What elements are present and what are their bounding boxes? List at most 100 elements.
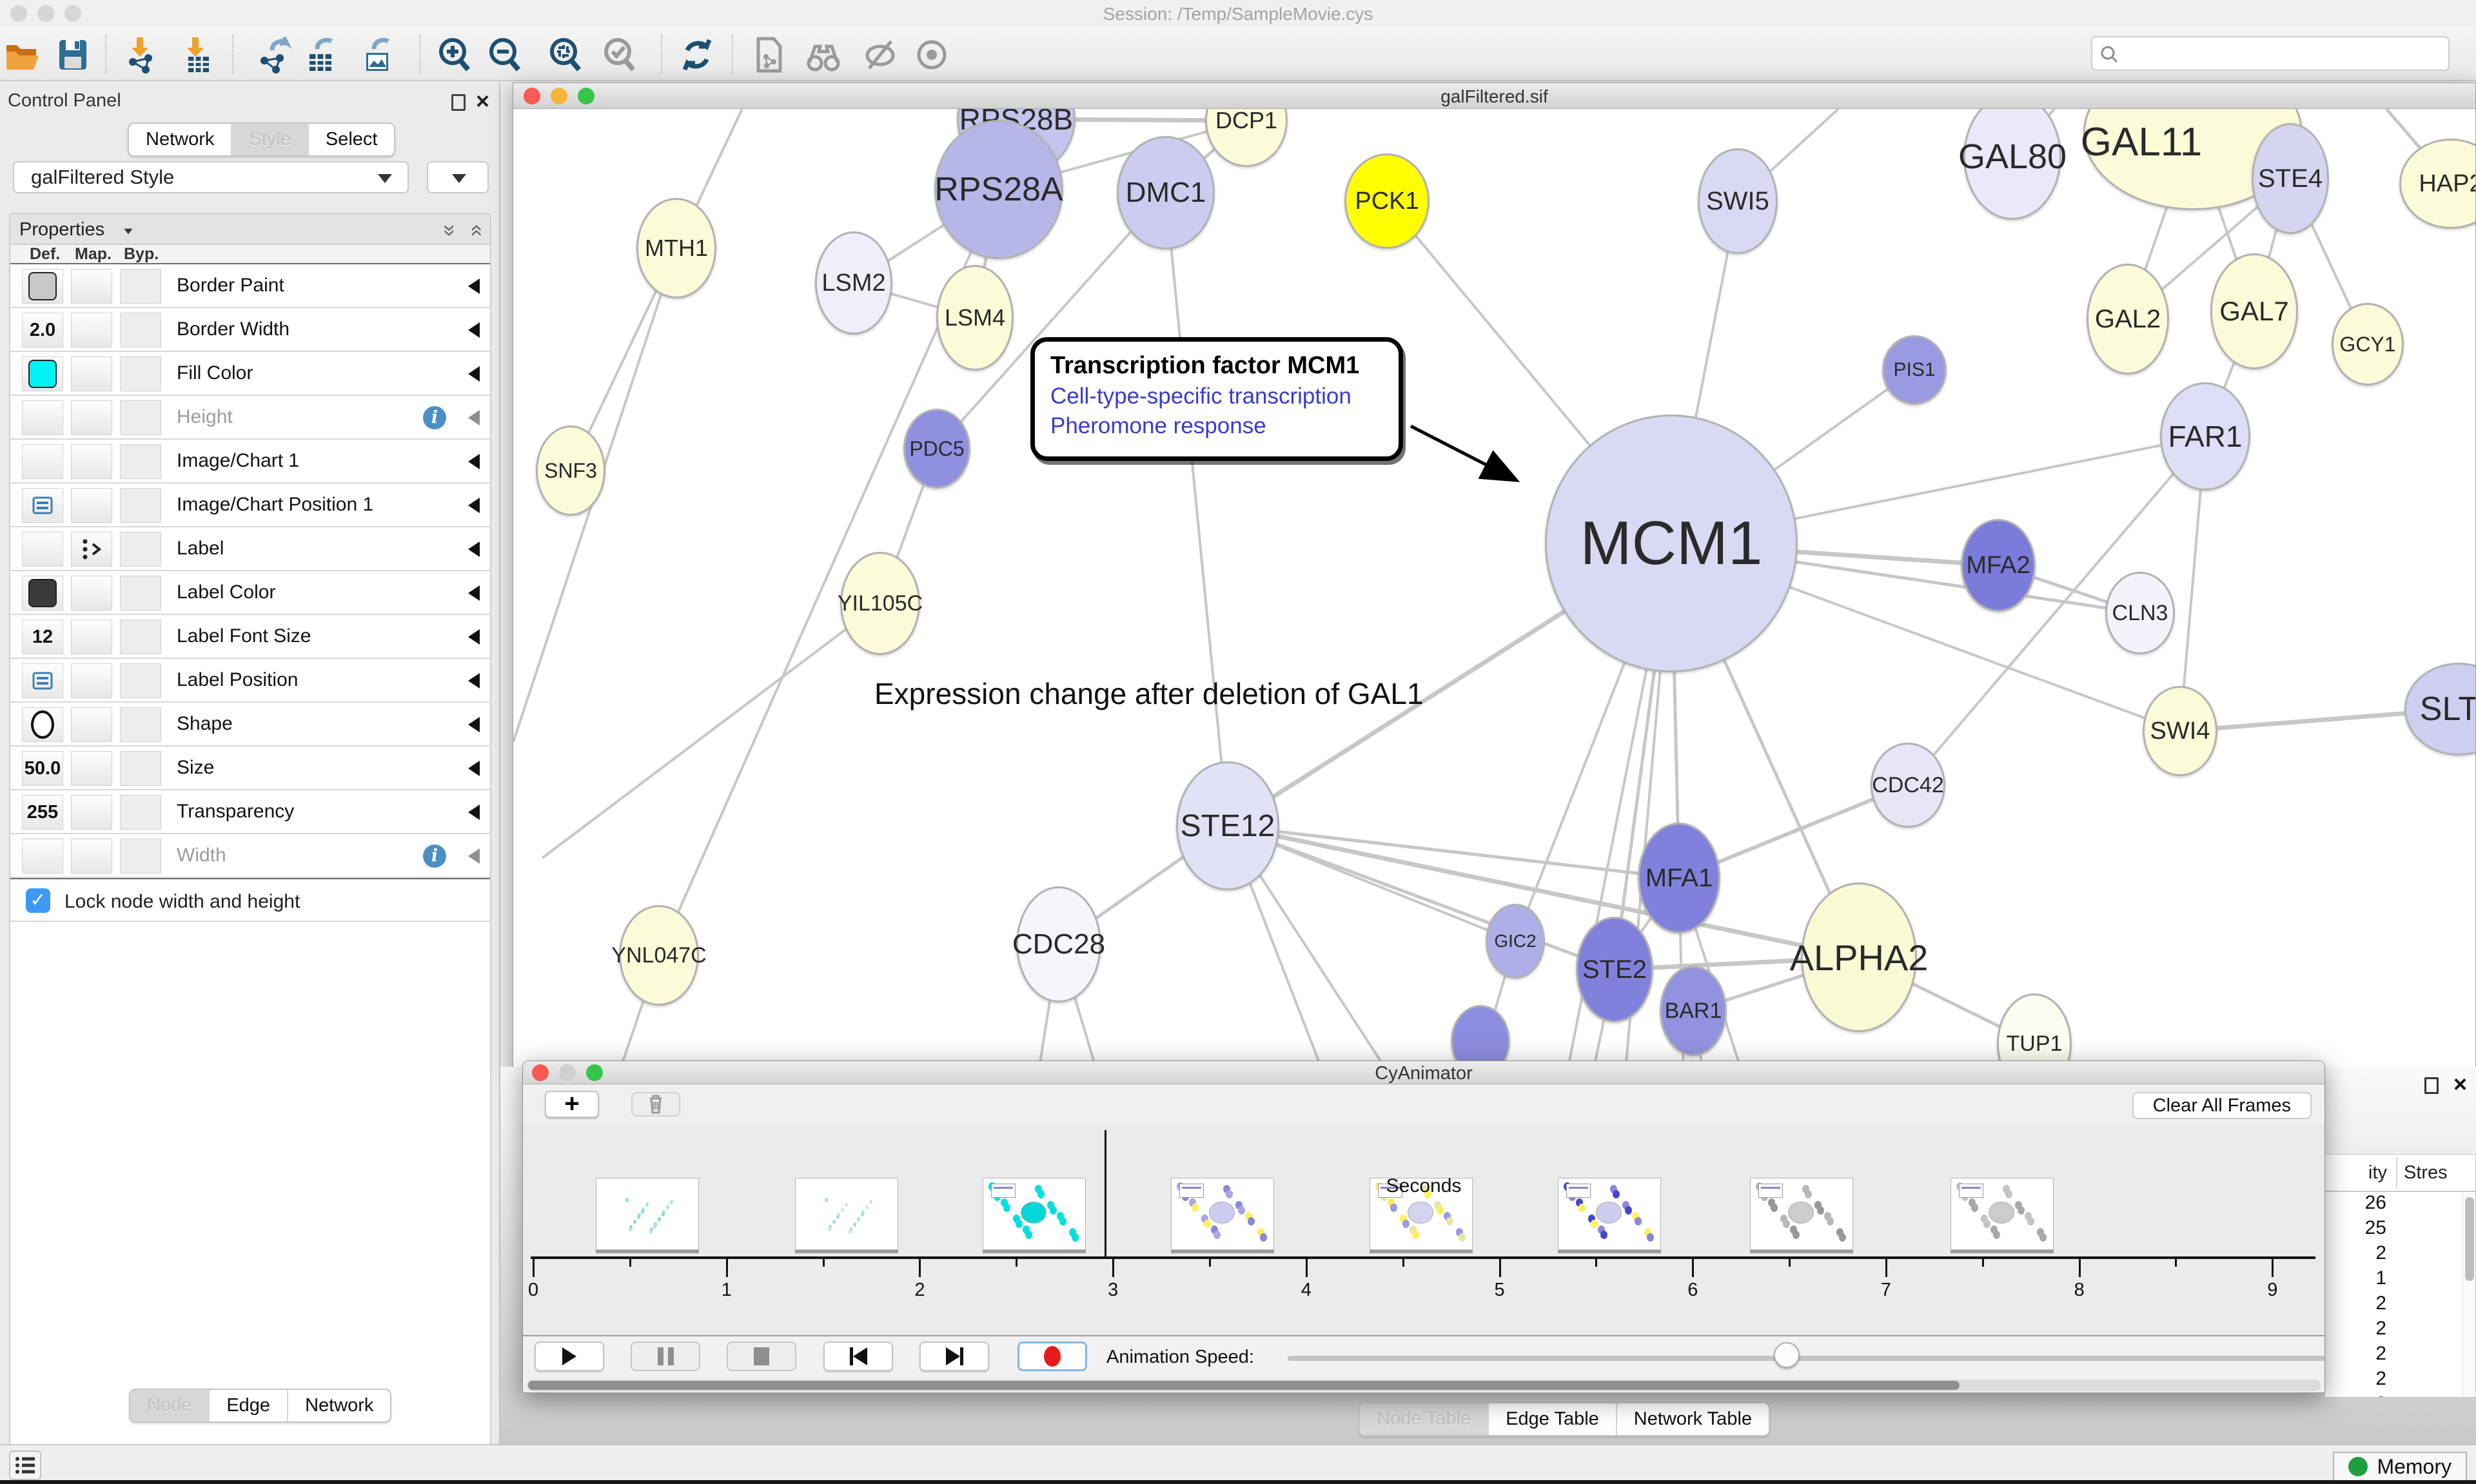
info-icon[interactable]: i	[423, 406, 446, 429]
collapse-all-icon[interactable]: »	[462, 224, 487, 237]
cyanimator-hscrollbar[interactable]	[527, 1380, 2321, 1391]
mapping-cell[interactable]	[71, 400, 112, 435]
property-row-fill-color[interactable]: Fill Color	[10, 352, 490, 396]
frame-thumbnail-2[interactable]	[795, 1178, 898, 1250]
tab-network[interactable]: Network	[288, 1390, 391, 1421]
property-row-label-font-size[interactable]: 12 Label Font Size	[10, 615, 490, 659]
node-TUP1[interactable]: TUP1	[1997, 993, 2072, 1071]
record-button[interactable]	[1017, 1342, 1087, 1371]
node-STE12[interactable]: STE12	[1176, 761, 1279, 890]
node-STE2[interactable]: STE2	[1576, 917, 1653, 1022]
property-row-border-paint[interactable]: Border Paint	[10, 264, 490, 308]
tab-node-table[interactable]: Node Table	[1360, 1403, 1489, 1435]
property-row-border-width[interactable]: 2.0 Border Width	[10, 308, 490, 352]
tab-style[interactable]: Style	[232, 124, 309, 155]
property-row-width[interactable]: Width i	[10, 834, 490, 878]
node-CLN3[interactable]: CLN3	[2105, 572, 2175, 654]
default-value-cell[interactable]	[22, 400, 63, 435]
mapping-cell[interactable]	[71, 356, 112, 391]
caption-annotation[interactable]: Expression change after deletion of GAL1	[874, 677, 1424, 710]
bypass-cell[interactable]	[120, 532, 161, 567]
property-row-shape[interactable]: Shape	[10, 703, 490, 747]
tab-edge[interactable]: Edge	[210, 1390, 289, 1421]
node-CDC28[interactable]: CDC28	[1012, 886, 1105, 1002]
animation-speed-slider[interactable]	[1288, 1356, 2324, 1361]
mapping-cell[interactable]	[71, 839, 112, 874]
expand-row-icon[interactable]	[468, 542, 480, 557]
node-YNL047C[interactable]: YNL047C	[611, 905, 707, 1006]
refresh-layout-icon[interactable]	[678, 36, 716, 73]
expand-row-icon[interactable]	[468, 761, 480, 776]
property-row-image-chart-position-1[interactable]: Image/Chart Position 1	[10, 483, 490, 527]
bypass-cell[interactable]	[120, 795, 161, 830]
default-value-cell[interactable]	[22, 839, 63, 874]
bypass-cell[interactable]	[120, 356, 161, 391]
import-table-icon[interactable]	[179, 36, 217, 73]
save-session-icon[interactable]	[54, 36, 92, 73]
frame-thumbnail-7[interactable]	[1750, 1178, 1853, 1250]
bypass-cell[interactable]	[120, 751, 161, 786]
frame-thumbnail-1[interactable]	[596, 1178, 699, 1250]
bypass-cell[interactable]	[120, 839, 161, 874]
bypass-cell[interactable]	[120, 444, 161, 479]
memory-button[interactable]: Memory	[2333, 1452, 2467, 1481]
float-panel-icon[interactable]	[2424, 1077, 2439, 1094]
bypass-cell[interactable]	[120, 488, 161, 523]
node-table-header[interactable]: ity Stres	[2325, 1155, 2475, 1192]
bypass-cell[interactable]	[120, 269, 161, 304]
default-value-cell[interactable]: 12	[22, 620, 63, 654]
annotation-link[interactable]: Cell-type-specific transcription	[1050, 384, 1351, 409]
zoom-fit-icon[interactable]	[547, 36, 584, 73]
style-options-button[interactable]	[427, 161, 489, 193]
zoom-traffic-light[interactable]	[586, 1064, 603, 1081]
default-value-cell[interactable]	[22, 269, 63, 304]
table-scrollbar[interactable]	[2462, 1193, 2475, 1397]
node-PDC5[interactable]: PDC5	[903, 409, 970, 489]
float-panel-icon[interactable]	[451, 94, 466, 111]
cyanimator-titlebar[interactable]: CyAnimator	[523, 1061, 2324, 1084]
zoom-selected-icon[interactable]	[601, 36, 638, 73]
open-session-icon[interactable]	[4, 36, 41, 73]
mapping-cell[interactable]	[71, 620, 112, 654]
zoom-out-icon[interactable]	[486, 36, 524, 73]
expand-row-icon[interactable]	[468, 454, 480, 469]
default-value-cell[interactable]: 2.0	[22, 313, 63, 347]
frame-thumbnail-8[interactable]	[1950, 1178, 2054, 1250]
close-traffic-light[interactable]	[532, 1064, 549, 1081]
expand-row-icon[interactable]	[468, 805, 480, 820]
property-row-label-color[interactable]: Label Color	[10, 571, 490, 615]
bypass-cell[interactable]	[120, 400, 161, 435]
skip-start-button[interactable]	[823, 1342, 893, 1371]
export-image-icon[interactable]	[359, 36, 396, 73]
zoom-traffic-light[interactable]	[578, 88, 594, 104]
mapping-cell[interactable]	[71, 663, 112, 698]
bypass-cell[interactable]	[120, 707, 161, 742]
clear-all-frames-button[interactable]: Clear All Frames	[2132, 1092, 2312, 1119]
node-FAR1[interactable]: FAR1	[2160, 382, 2250, 491]
tab-select[interactable]: Select	[308, 124, 395, 155]
node-SWI4[interactable]: SWI4	[2143, 686, 2217, 776]
node-DMC1[interactable]: DMC1	[1117, 136, 1215, 249]
expand-row-icon[interactable]	[468, 278, 480, 294]
node-GAL80[interactable]: GAL80	[1958, 109, 2067, 220]
node-GAL2[interactable]: GAL2	[2087, 264, 2169, 375]
node-SWI5[interactable]: SWI5	[1698, 148, 1778, 254]
expand-all-icon[interactable]: »	[437, 224, 462, 237]
property-row-image-chart-1[interactable]: Image/Chart 1	[10, 440, 490, 483]
expand-row-icon[interactable]	[468, 498, 480, 513]
annotation-box[interactable]: Transcription factor MCM1 Cell-type-spec…	[1030, 337, 1403, 461]
mapping-cell[interactable]	[71, 488, 112, 523]
property-row-height[interactable]: Height i	[10, 396, 490, 440]
node-MCM1[interactable]: MCM1	[1545, 415, 1798, 672]
minimize-traffic-light[interactable]	[551, 88, 567, 104]
default-value-cell[interactable]	[22, 663, 63, 698]
stop-button[interactable]	[727, 1342, 796, 1371]
node-PCK1[interactable]: PCK1	[1344, 153, 1430, 249]
bypass-cell[interactable]	[120, 313, 161, 347]
node-MFA2[interactable]: MFA2	[1961, 519, 2036, 612]
node-RPS28A[interactable]: RPS28A	[934, 120, 1063, 259]
default-value-cell[interactable]: 255	[22, 795, 63, 830]
default-value-cell[interactable]	[22, 356, 63, 391]
tab-network[interactable]: Network	[129, 124, 233, 155]
add-frame-button[interactable]: +	[545, 1091, 599, 1118]
